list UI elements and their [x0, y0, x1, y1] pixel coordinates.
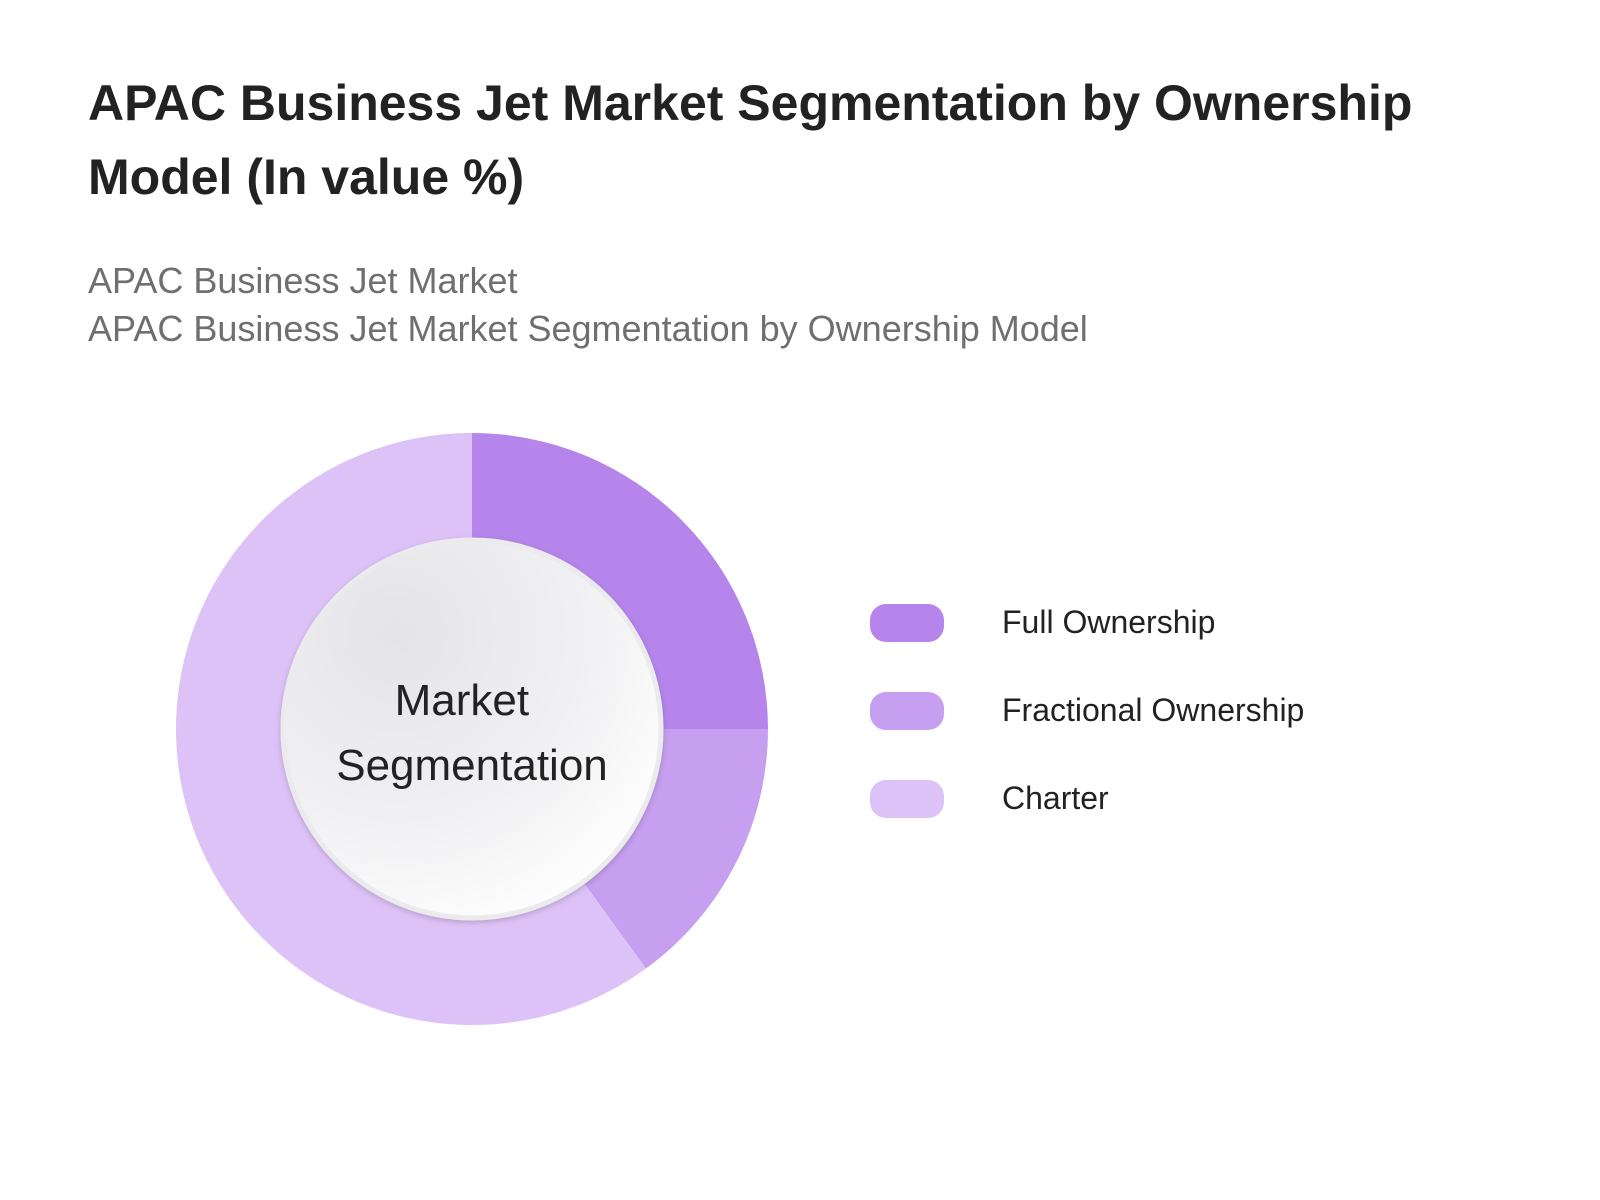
legend-label-fractional-ownership: Fractional Ownership [1002, 692, 1305, 728]
legend-swatch-fractional-ownership [870, 692, 944, 730]
subtitle-segmentation: APAC Business Jet Market Segmentation by… [88, 308, 1088, 349]
slice-charter [176, 432, 646, 1025]
donut-slices [176, 432, 769, 1025]
page-title: APAC Business Jet Market Segmentation by… [88, 75, 1413, 205]
legend-swatch-charter [870, 780, 944, 818]
slice-full-ownership [472, 433, 768, 729]
legend-label-full-ownership: Full Ownership [1002, 604, 1216, 640]
legend: Full Ownership Fractional Ownership Char… [870, 600, 1430, 864]
center-label-line-2: Segmentation [336, 741, 608, 790]
legend-label-charter: Charter [1002, 780, 1109, 816]
center-label: Market Segmentation [336, 676, 608, 790]
subtitle-market: APAC Business Jet Market [88, 260, 518, 301]
legend-item-full-ownership: Full Ownership [870, 600, 1430, 688]
legend-swatch-full-ownership [870, 604, 944, 642]
legend-item-charter: Charter [870, 776, 1430, 864]
slice-fractional-ownership [575, 729, 769, 969]
center-label-line-1: Market [395, 676, 529, 725]
legend-item-fractional-ownership: Fractional Ownership [870, 688, 1430, 776]
donut-center-circle [280, 537, 664, 921]
